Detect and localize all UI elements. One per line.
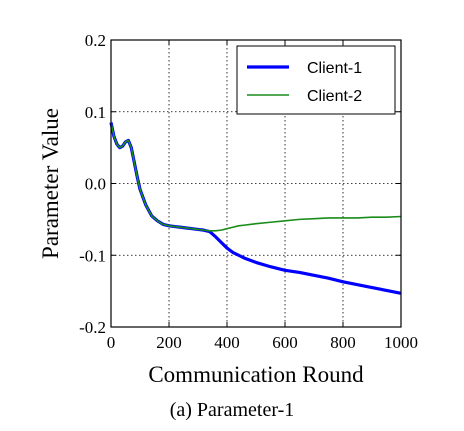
- y-tick-label: 0.2: [85, 31, 106, 50]
- x-axis-title: Communication Round: [148, 362, 364, 387]
- figure-caption: (a) Parameter-1: [170, 399, 295, 421]
- x-tick-label: 400: [214, 333, 240, 352]
- x-tick-label: 0: [107, 333, 116, 352]
- x-tick-label: 1000: [384, 333, 418, 352]
- legend-box: [236, 45, 396, 115]
- y-tick-label: -0.1: [79, 246, 106, 265]
- y-tick-label: 0.0: [85, 175, 106, 194]
- y-axis-title: Parameter Value: [38, 108, 63, 259]
- series-lines: [109, 122, 402, 295]
- legend: Client-1 Client-2: [236, 45, 396, 115]
- legend-label-client-1: Client-1: [307, 60, 362, 77]
- axis-ticks: 0 200 400 600 800 1000 -0.2 -0.1 0.0 0.1 0.2: [79, 31, 418, 352]
- y-tick-label: 0.1: [85, 103, 106, 122]
- x-tick-label: 800: [330, 333, 356, 352]
- series-line-client-2: [110, 122, 402, 232]
- legend-label-client-2: Client-2: [307, 88, 362, 105]
- x-tick-label: 600: [272, 333, 298, 352]
- y-tick-label: -0.2: [79, 318, 106, 337]
- x-tick-label: 200: [156, 333, 182, 352]
- series-line-client-1: [109, 122, 402, 295]
